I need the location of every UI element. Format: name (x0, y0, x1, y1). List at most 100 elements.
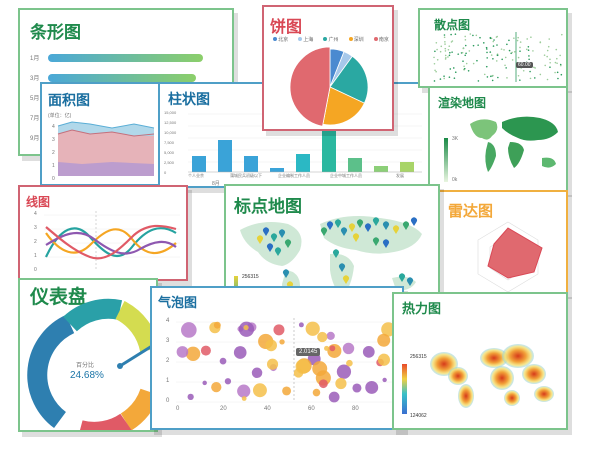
bubble-point (266, 358, 279, 370)
scatter-point (495, 36, 498, 38)
line-y-tick: 0 (34, 267, 37, 273)
pie-chart-card[interactable]: 饼图 北京 上海 广州 深圳 南京 (262, 5, 394, 131)
column-bar (322, 130, 336, 172)
pie-legend-item[interactable]: 上海 (298, 36, 313, 43)
scatter-point (452, 67, 455, 69)
bar-month-label: 3月 (30, 76, 40, 82)
scatter-point (517, 56, 520, 59)
scatter-point (557, 77, 559, 80)
pie-legend-item[interactable]: 广州 (323, 36, 338, 43)
map-land (502, 116, 558, 141)
scatter-point (462, 47, 465, 50)
line-chart-card[interactable]: 线图 4 3 2 1 0 (18, 185, 188, 281)
map-pin (279, 229, 285, 238)
scatter-point (529, 77, 532, 80)
bubble-point (319, 379, 328, 389)
area-y-tick: 0 (52, 176, 55, 182)
gauge-arc-teal (63, 298, 123, 332)
scatter-point (451, 40, 454, 42)
scatter-point (511, 51, 513, 54)
scatter-point (519, 50, 521, 52)
scatter-point (443, 75, 445, 77)
bubble-point (233, 346, 247, 359)
scatter-point (444, 43, 446, 45)
map-pin (333, 249, 339, 258)
scatter-point (554, 71, 556, 74)
bar-chart-bar (48, 74, 196, 82)
scatter-point (447, 48, 450, 51)
radar-area (487, 227, 543, 279)
map-pin (257, 235, 263, 244)
scatter-point (444, 41, 446, 43)
scatter-point (532, 50, 534, 52)
map-pin (267, 243, 273, 252)
scatter-point (556, 62, 558, 65)
scatter-point (449, 51, 451, 54)
bubble-point (187, 393, 194, 401)
area-chart-card[interactable]: 面积图 (单位：亿) 4 3 2 1 0 (40, 82, 168, 186)
column-category: 企业中城工作人员 (330, 173, 362, 178)
scatter-point (463, 67, 466, 70)
scatter-point (433, 62, 436, 65)
pie-legend-item[interactable]: 南京 (373, 36, 389, 43)
scatter-point (436, 48, 438, 51)
scatter-point (497, 76, 499, 79)
bubble-point (382, 377, 387, 383)
bubble-point (241, 396, 247, 401)
area-y-tick: 4 (52, 124, 55, 130)
pie-legend-item[interactable]: 深圳 (348, 36, 364, 43)
pie-legend: 北京 上海 广州 深圳 南京 (268, 36, 392, 43)
heat-map-card[interactable]: 热力图 256315 124062 (392, 292, 568, 430)
bar-chart-title: 条形图 (30, 23, 81, 42)
scatter-point (547, 45, 550, 48)
bubble-x-tick: 80 (352, 406, 359, 412)
bubble-x-tick: 0 (176, 406, 180, 412)
map-pin (283, 269, 289, 278)
scatter-point (556, 57, 558, 60)
line-y-tick: 4 (34, 211, 37, 217)
scatter-point (444, 54, 447, 57)
scatter-point (464, 44, 467, 47)
scatter-point (496, 44, 498, 46)
column-bar (270, 168, 284, 172)
scatter-point (434, 69, 436, 72)
radar-chart-card[interactable]: 雷达图 (436, 190, 568, 294)
bubble-point (342, 342, 355, 355)
scatter-point (454, 33, 457, 35)
scatter-point (543, 54, 546, 56)
scatter-point (527, 46, 530, 48)
bubble-point (185, 346, 201, 361)
choropleth-legend-bar (444, 138, 448, 182)
map-pin (357, 219, 363, 228)
column-category: 企业编制工作人员 (278, 173, 310, 178)
column-y-tick: 15,000 (164, 110, 177, 115)
scatter-point (549, 66, 551, 68)
scatter-point (467, 69, 470, 72)
gauge-card[interactable]: 仪表盘 百分比 24.68% (18, 278, 158, 432)
pie-legend-item[interactable]: 北京 (273, 36, 288, 43)
column-bar (400, 162, 414, 172)
scatter-point (477, 44, 479, 46)
scatter-point (517, 36, 519, 39)
bubble-point (224, 378, 232, 385)
column-bar (374, 166, 388, 172)
scatter-point (555, 48, 558, 51)
bubble-chart-card[interactable]: 气泡图 4 3 2 1 0 0 20 40 60 80 2.0145 (150, 286, 404, 430)
scatter-point (496, 53, 499, 55)
bubble-point (352, 383, 362, 393)
bubble-point (362, 345, 375, 358)
choropleth-map-card[interactable]: 渲染地图 3K 0k (428, 86, 568, 192)
area-chart-title: 面积图 (48, 92, 90, 108)
choropleth-map (444, 116, 558, 182)
scatter-point (486, 76, 489, 78)
scatter-point (449, 68, 452, 70)
bubble-point (336, 364, 352, 379)
bubble-y-tick: 0 (166, 398, 170, 404)
scatter-chart-card[interactable]: 散点图 60.00 (418, 8, 568, 88)
bubble-point (200, 345, 211, 356)
scatter-point (464, 54, 467, 57)
radar-chart-title: 雷达图 (448, 203, 494, 220)
scatter-chart-plot (433, 32, 563, 82)
scatter-point (490, 54, 493, 56)
scatter-point (489, 51, 492, 53)
